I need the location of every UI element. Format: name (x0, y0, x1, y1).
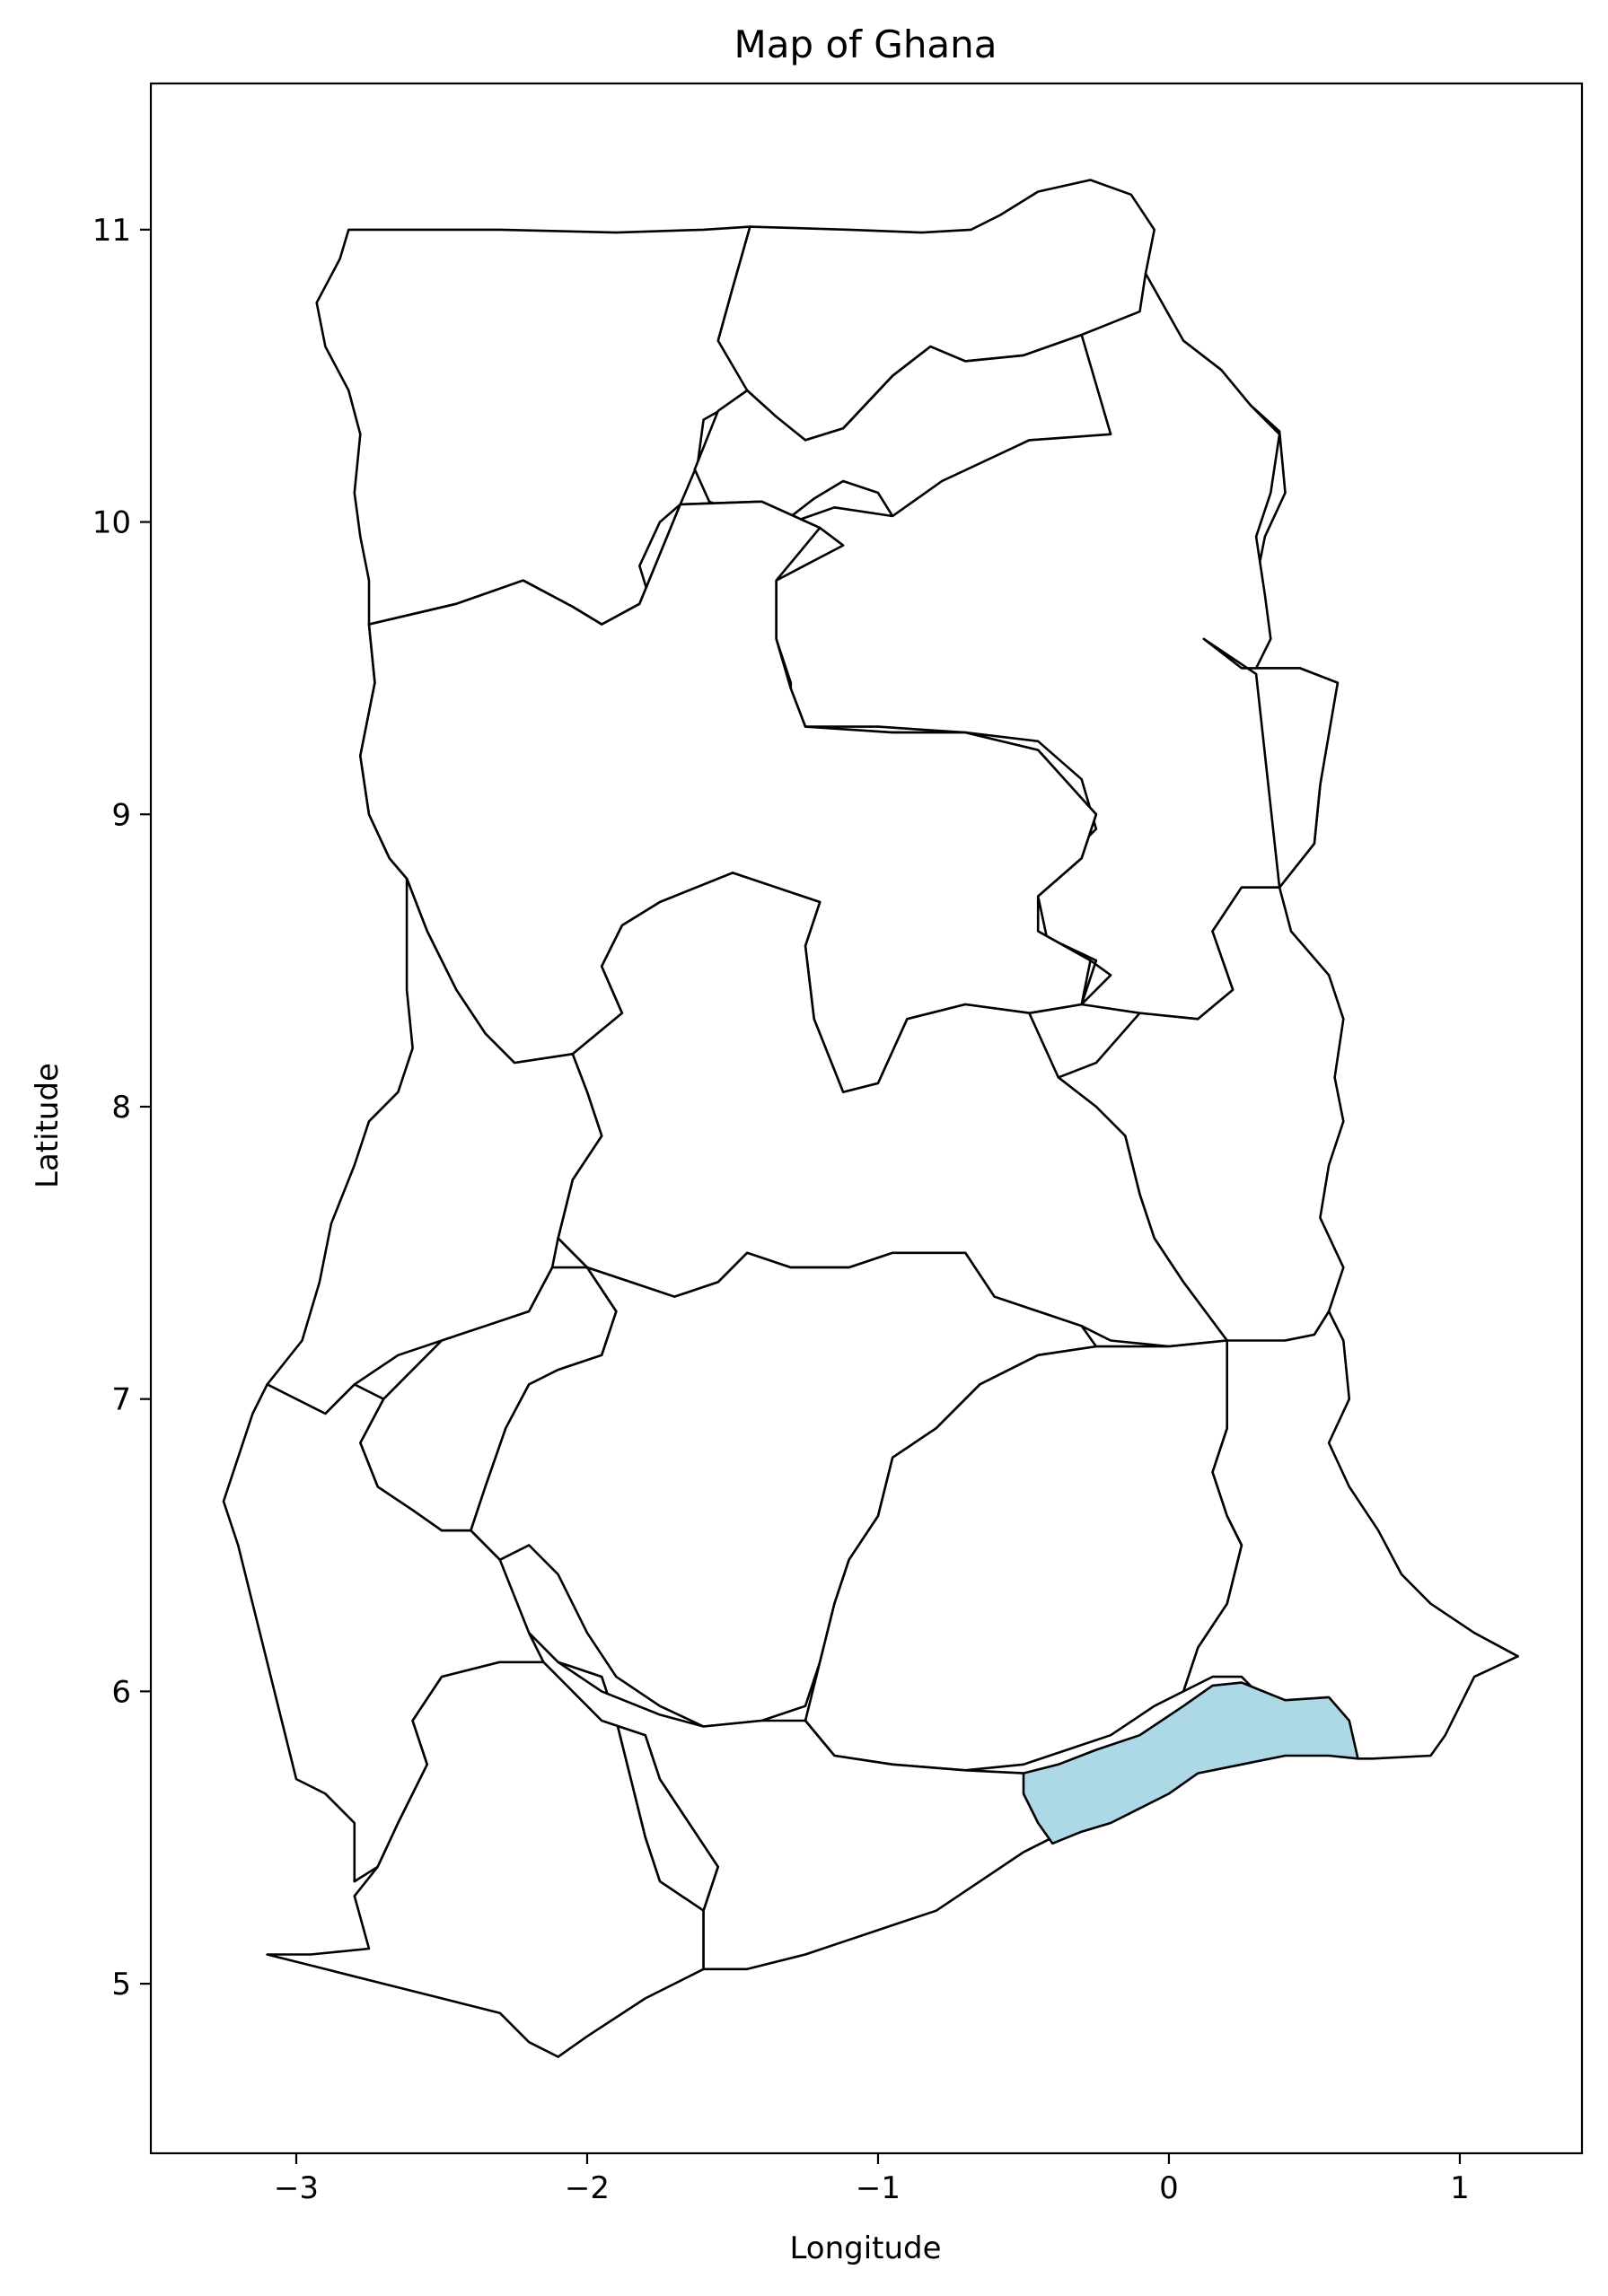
x-tick-label: −3 (274, 2170, 319, 2206)
region-eastern (804, 1339, 1243, 1772)
y-tick-label: 7 (111, 1382, 131, 1418)
y-tick-label: 10 (92, 505, 131, 541)
y-axis-ticks: 5 6 7 8 9 10 11 (92, 213, 151, 2002)
x-tick-label: 1 (1450, 2170, 1470, 2206)
map-title: Map of Ghana (734, 22, 997, 66)
region-greater-accra (1022, 1681, 1359, 1845)
y-tick-label: 11 (92, 213, 131, 249)
y-tick-label: 8 (111, 1090, 131, 1126)
region-central (527, 1631, 1054, 1971)
y-tick-label: 9 (111, 797, 131, 833)
region-bono (266, 877, 603, 1415)
y-axis-label: Latitude (30, 1063, 66, 1188)
y-tick-label: 6 (111, 1674, 131, 1710)
x-tick-label: −2 (565, 2170, 610, 2206)
x-axis-ticks: −3 −2 −1 0 1 (274, 2153, 1470, 2206)
regions-layer (222, 179, 1519, 2058)
x-axis-label: Longitude (789, 2230, 941, 2266)
region-western (266, 1661, 705, 2058)
region-oti (1057, 637, 1345, 1371)
x-tick-label: 0 (1159, 2170, 1179, 2206)
x-tick-label: −1 (856, 2170, 901, 2206)
axes-frame (149, 82, 1584, 2155)
y-tick-label: 5 (111, 1967, 131, 2002)
